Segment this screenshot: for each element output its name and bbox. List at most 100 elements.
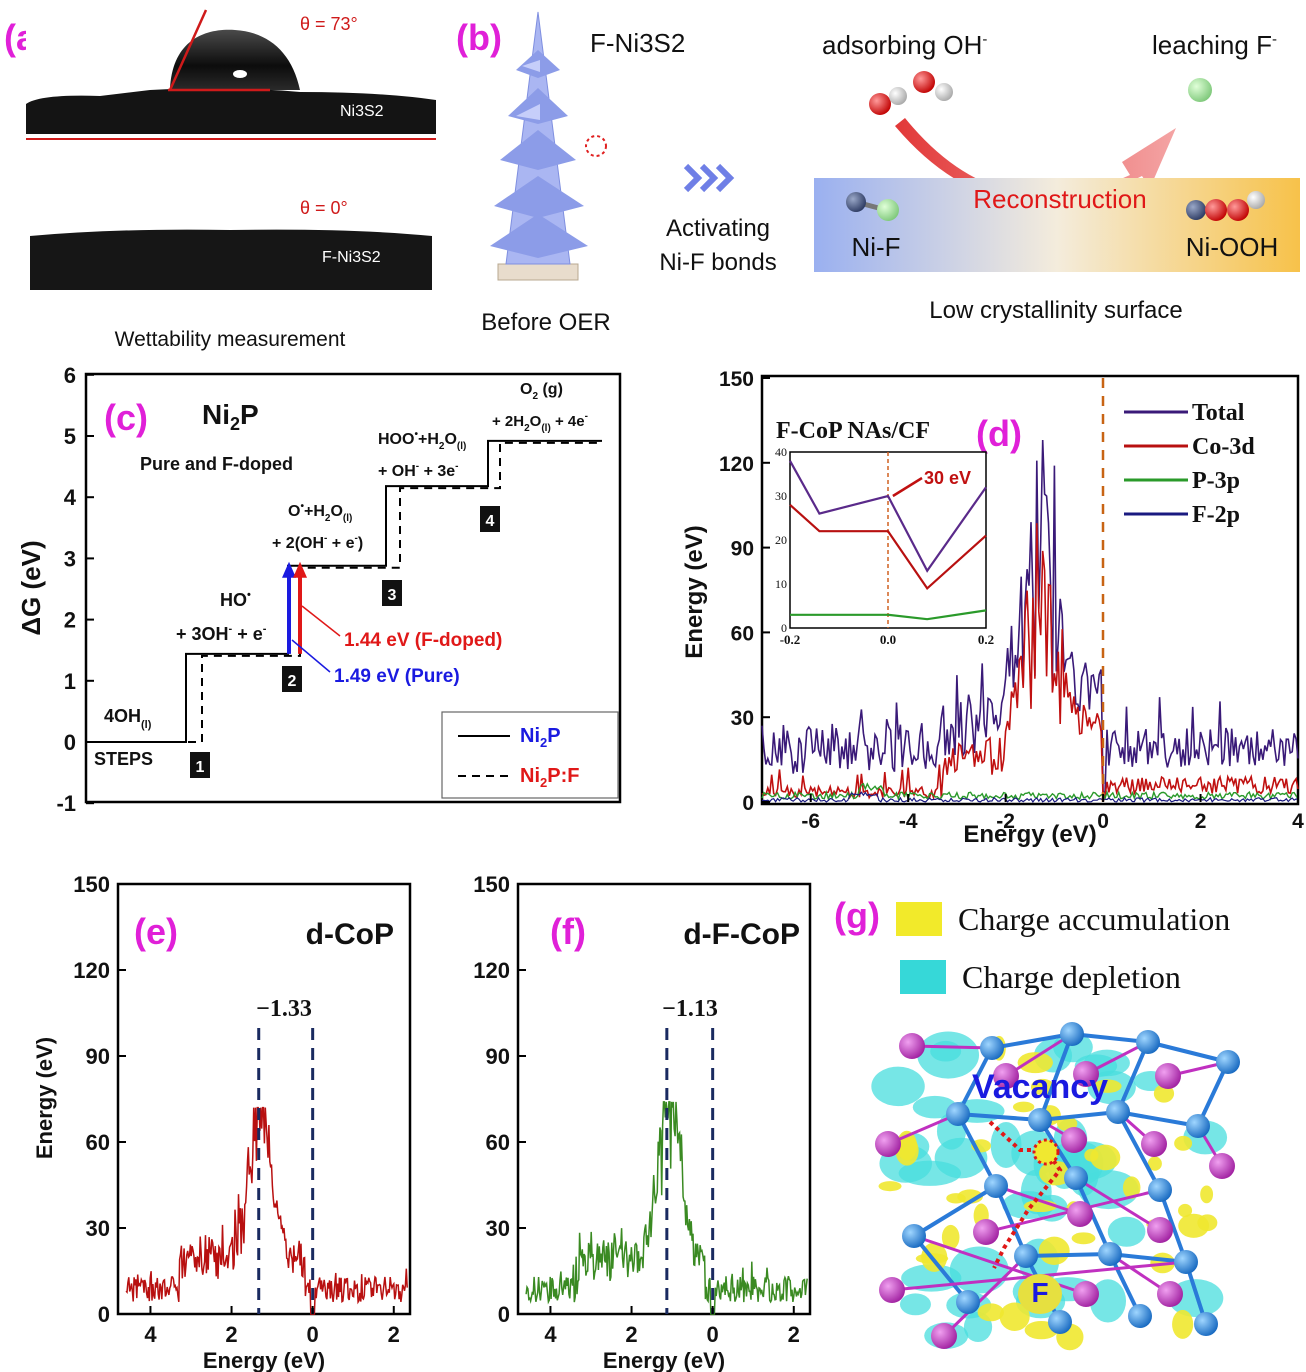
tspan: O [330, 503, 342, 520]
p-atom [879, 1277, 905, 1303]
subscript: (l) [343, 513, 352, 524]
y-tick-label: 60 [731, 622, 754, 645]
y-tick-label: 90 [86, 1044, 110, 1069]
panel-c: (c) Ni2P Pure and F-doped ΔG (eV) -10123… [16, 363, 620, 816]
y-tick-label: 120 [719, 453, 754, 476]
p-atom [1155, 1063, 1181, 1089]
label-ni3s2: Ni3S2 [340, 103, 384, 120]
legend-accumulation-swatch [896, 902, 942, 936]
panel-label-d: (d) [976, 413, 1022, 454]
accumulation-lobe [1174, 1136, 1192, 1151]
legend-ni2p-f: Ni2P:F [520, 765, 579, 790]
step-label: 1 [196, 759, 205, 776]
chart-f-title: d-F-CoP [683, 918, 800, 951]
y-tick-label: 90 [486, 1044, 510, 1069]
co-atom [1060, 1022, 1084, 1046]
tspan: O [444, 431, 456, 448]
y-tick-label: 4 [64, 485, 77, 510]
inset-y-tick-label: 40 [775, 445, 787, 459]
co-atom [1128, 1304, 1152, 1328]
p-atom [1061, 1127, 1087, 1153]
x-tick-label: 4 [544, 1322, 557, 1347]
f-ion-icon [1188, 78, 1212, 102]
chart-d-xlabel: Energy (eV) [963, 821, 1096, 848]
panel-g: (g) Charge accumulation Charge depletion… [834, 895, 1240, 1356]
contact-angle-bottom: θ = 0° [300, 198, 348, 218]
x-tick-label: 0 [1097, 810, 1109, 833]
y-tick-label: 150 [719, 368, 754, 391]
legend-label: Total [1192, 400, 1245, 426]
accumulation-lobe [879, 1181, 902, 1191]
inset-x-tick-label: 0.2 [978, 632, 994, 647]
co-atom [984, 1174, 1008, 1198]
chart-d-inset: F-CoP NAs/CF -0.2 0.0 0.2010203040 30 eV [775, 418, 994, 647]
depletion-lobe [1108, 1217, 1146, 1247]
caption-wettability: Wettability measurement [115, 328, 346, 351]
tspan: + 3e [419, 463, 455, 480]
inset-x-tick-label: 0.0 [880, 632, 896, 647]
x-tick-label: 4 [144, 1322, 157, 1347]
co-atom [1098, 1242, 1122, 1266]
panel-label-g: (g) [834, 895, 880, 936]
annotation-pure-barrier: 1.49 eV (Pure) [334, 666, 460, 687]
label-ni-f: Ni-F [851, 232, 900, 262]
co-atom [1106, 1100, 1130, 1124]
label-leaching-f: leaching F- [1152, 30, 1277, 60]
label-ni-f-bonds: Ni-F bonds [659, 249, 776, 276]
step-label: 2 [288, 673, 297, 690]
charge-density-structure: Vacancy F [871, 1022, 1240, 1356]
x-tick-label: 0 [307, 1322, 319, 1347]
chart-e-dos-curve [126, 1028, 407, 1314]
step-label: 4 [486, 513, 495, 530]
panel-label-e: (e) [134, 911, 178, 952]
tspan: + e [327, 535, 354, 552]
label-f-ni3s2-tower: F-Ni3S2 [590, 28, 685, 58]
annotation-2h2o: + 2H2O(l) + 4e- [492, 411, 588, 434]
annotation-2oh: + 2(OH- + e-) [272, 533, 363, 552]
chevron-arrows-icon [686, 166, 730, 190]
panel-e: 4 2 0 20306090120150 (e) d-CoP −1.33 Energy… [32, 872, 410, 1372]
legend-label: Co-3d [1192, 434, 1255, 460]
chart-f-dos-curve [526, 1028, 807, 1314]
annotation-o: O•+H2O(l) [288, 501, 352, 524]
co-atom [1064, 1166, 1088, 1190]
accumulation-lobe [1084, 1149, 1098, 1162]
x-tick-label: 4 [1292, 810, 1304, 833]
p-atom [1157, 1281, 1183, 1307]
dos-line [126, 1108, 407, 1314]
label-adsorbing-oh: adsorbing OH- [822, 30, 987, 60]
chart-e-annotation: −1.33 [256, 996, 312, 1022]
y-tick-label: 150 [473, 872, 510, 897]
chart-d-ylabel: Energy (eV) [681, 525, 708, 658]
annotation-o2: O2 (g) [520, 381, 563, 402]
chart-f-xlabel: Energy (eV) [603, 1348, 725, 1372]
vacancy-site [1034, 1140, 1058, 1164]
contact-angle-top: θ = 73° [300, 14, 358, 34]
co-atom [980, 1036, 1004, 1060]
fluorine-label: F [1031, 1277, 1048, 1308]
subscript: (l) [541, 423, 550, 434]
inset-title: F-CoP NAs/CF [776, 418, 930, 444]
chart-e-xlabel: Energy (eV) [203, 1348, 325, 1372]
inset-y-tick-label: 20 [775, 533, 787, 547]
p-atom [931, 1323, 957, 1349]
arrow-pure-head [282, 562, 296, 578]
co-atom [946, 1102, 970, 1126]
annotation-ho: HO• [220, 589, 251, 610]
panel-a: (a) θ = 73° Ni3S2 θ = 0° F-Ni3S2 Wettabi… [4, 2, 436, 351]
annotation-3oh: + 3OH- + e- [176, 623, 267, 644]
annotation-steps: STEPS [94, 749, 153, 769]
co-atom [1014, 1244, 1038, 1268]
y-tick-label: 6 [64, 363, 76, 388]
inset-y-tick-label: 30 [775, 489, 787, 503]
label-f-ni3s2: F-Ni3S2 [322, 249, 381, 266]
chart-d-legend: Total Co-3d P-3p F-2p [1124, 400, 1255, 528]
y-tick-label: 2 [64, 608, 76, 633]
tspan: + 4e [551, 413, 585, 430]
x-tick-label: 2 [788, 1322, 800, 1347]
subscript: (l) [457, 441, 466, 452]
y-tick-label: 0 [498, 1302, 510, 1327]
p-atom [973, 1219, 999, 1245]
x-tick-label: 0 [707, 1322, 719, 1347]
